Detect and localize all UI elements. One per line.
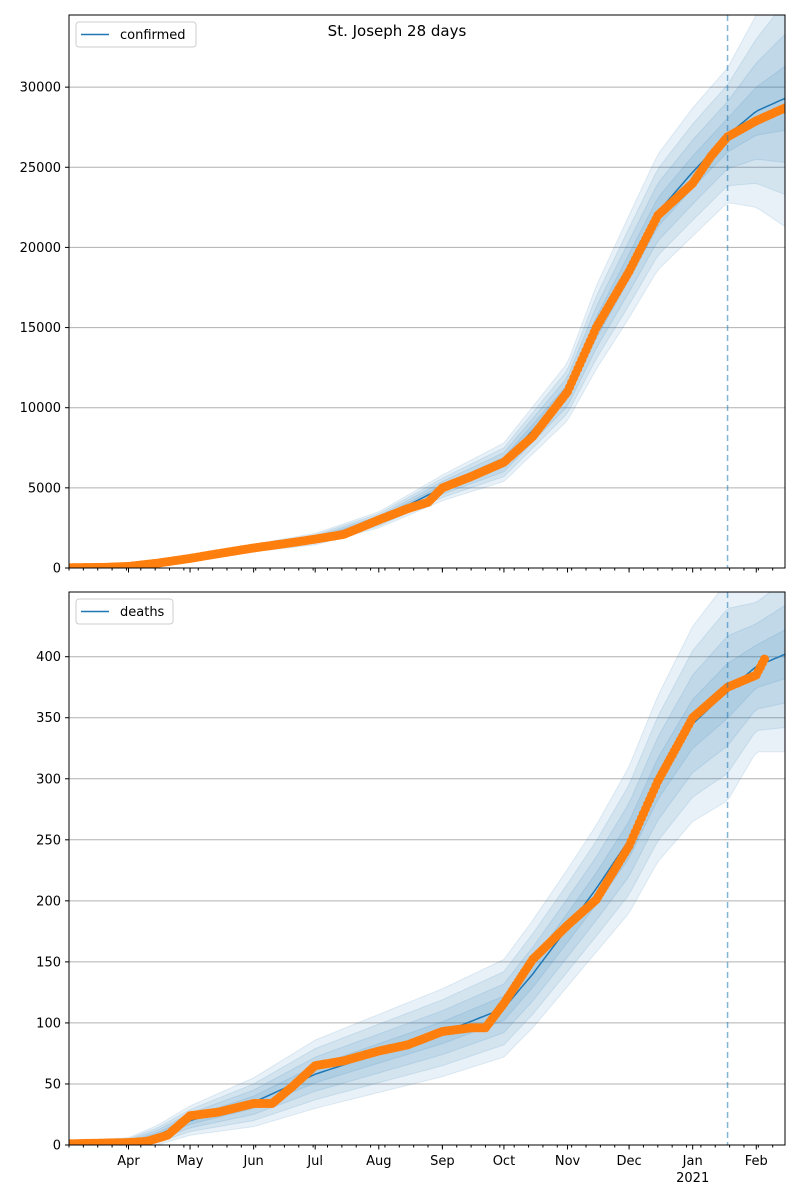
x-tick-label: Jun xyxy=(242,1154,263,1169)
y-tick-label: 400 xyxy=(36,650,61,665)
y-tick-label: 0 xyxy=(53,1139,61,1154)
axes-frame xyxy=(68,591,786,1146)
y-tick-label: 10000 xyxy=(20,401,61,416)
x-tick-label: Aug xyxy=(366,1154,391,1169)
confidence-band xyxy=(69,15,785,568)
axes-frame xyxy=(68,14,786,569)
observed-point xyxy=(780,103,785,113)
x-tick-label: Nov xyxy=(555,1154,581,1169)
y-tick-label: 350 xyxy=(36,711,61,726)
legend: confirmed xyxy=(75,21,197,48)
x-tick-label: Dec xyxy=(617,1154,642,1169)
y-tick-label: 20000 xyxy=(20,241,61,256)
y-tick-label: 250 xyxy=(36,833,61,848)
x-tick-label: Feb xyxy=(745,1154,768,1169)
legend: deaths xyxy=(75,598,174,625)
y-tick-label: 200 xyxy=(36,894,61,909)
y-tick-label: 25000 xyxy=(20,161,61,176)
y-tick-label: 300 xyxy=(36,772,61,787)
x-year-label: 2021 xyxy=(676,1171,709,1186)
deaths-panel: 0 50 100 150 200 250 300 350 400 Apr May Jun Jul Aug S… xyxy=(36,591,786,1186)
y-tick-label: 150 xyxy=(36,955,61,970)
y-tick-label: 50 xyxy=(44,1077,61,1092)
y-tick-label: 5000 xyxy=(28,481,61,496)
x-tick-label: May xyxy=(177,1154,204,1169)
observed-point xyxy=(760,654,769,664)
y-tick-label: 30000 xyxy=(20,81,61,96)
confirmed-panel: 0 5000 10000 15000 20000 25000 30000 confirmed xyxy=(20,14,786,577)
legend-box xyxy=(75,598,174,625)
legend-box xyxy=(75,21,197,48)
y-tick-label: 15000 xyxy=(20,321,61,336)
x-tick-label: Jan xyxy=(682,1154,703,1169)
y-tick-label: 100 xyxy=(36,1016,61,1031)
y-tick-label: 0 xyxy=(53,562,61,577)
x-tick-label: Jul xyxy=(306,1154,323,1169)
legend-label: deaths xyxy=(120,605,165,620)
x-tick-label: Apr xyxy=(117,1154,140,1169)
x-tick-label: Sep xyxy=(430,1154,455,1169)
x-tick-label: Oct xyxy=(493,1154,515,1169)
legend-label: confirmed xyxy=(120,28,186,43)
chart-title: St. Joseph 28 days xyxy=(328,22,467,40)
